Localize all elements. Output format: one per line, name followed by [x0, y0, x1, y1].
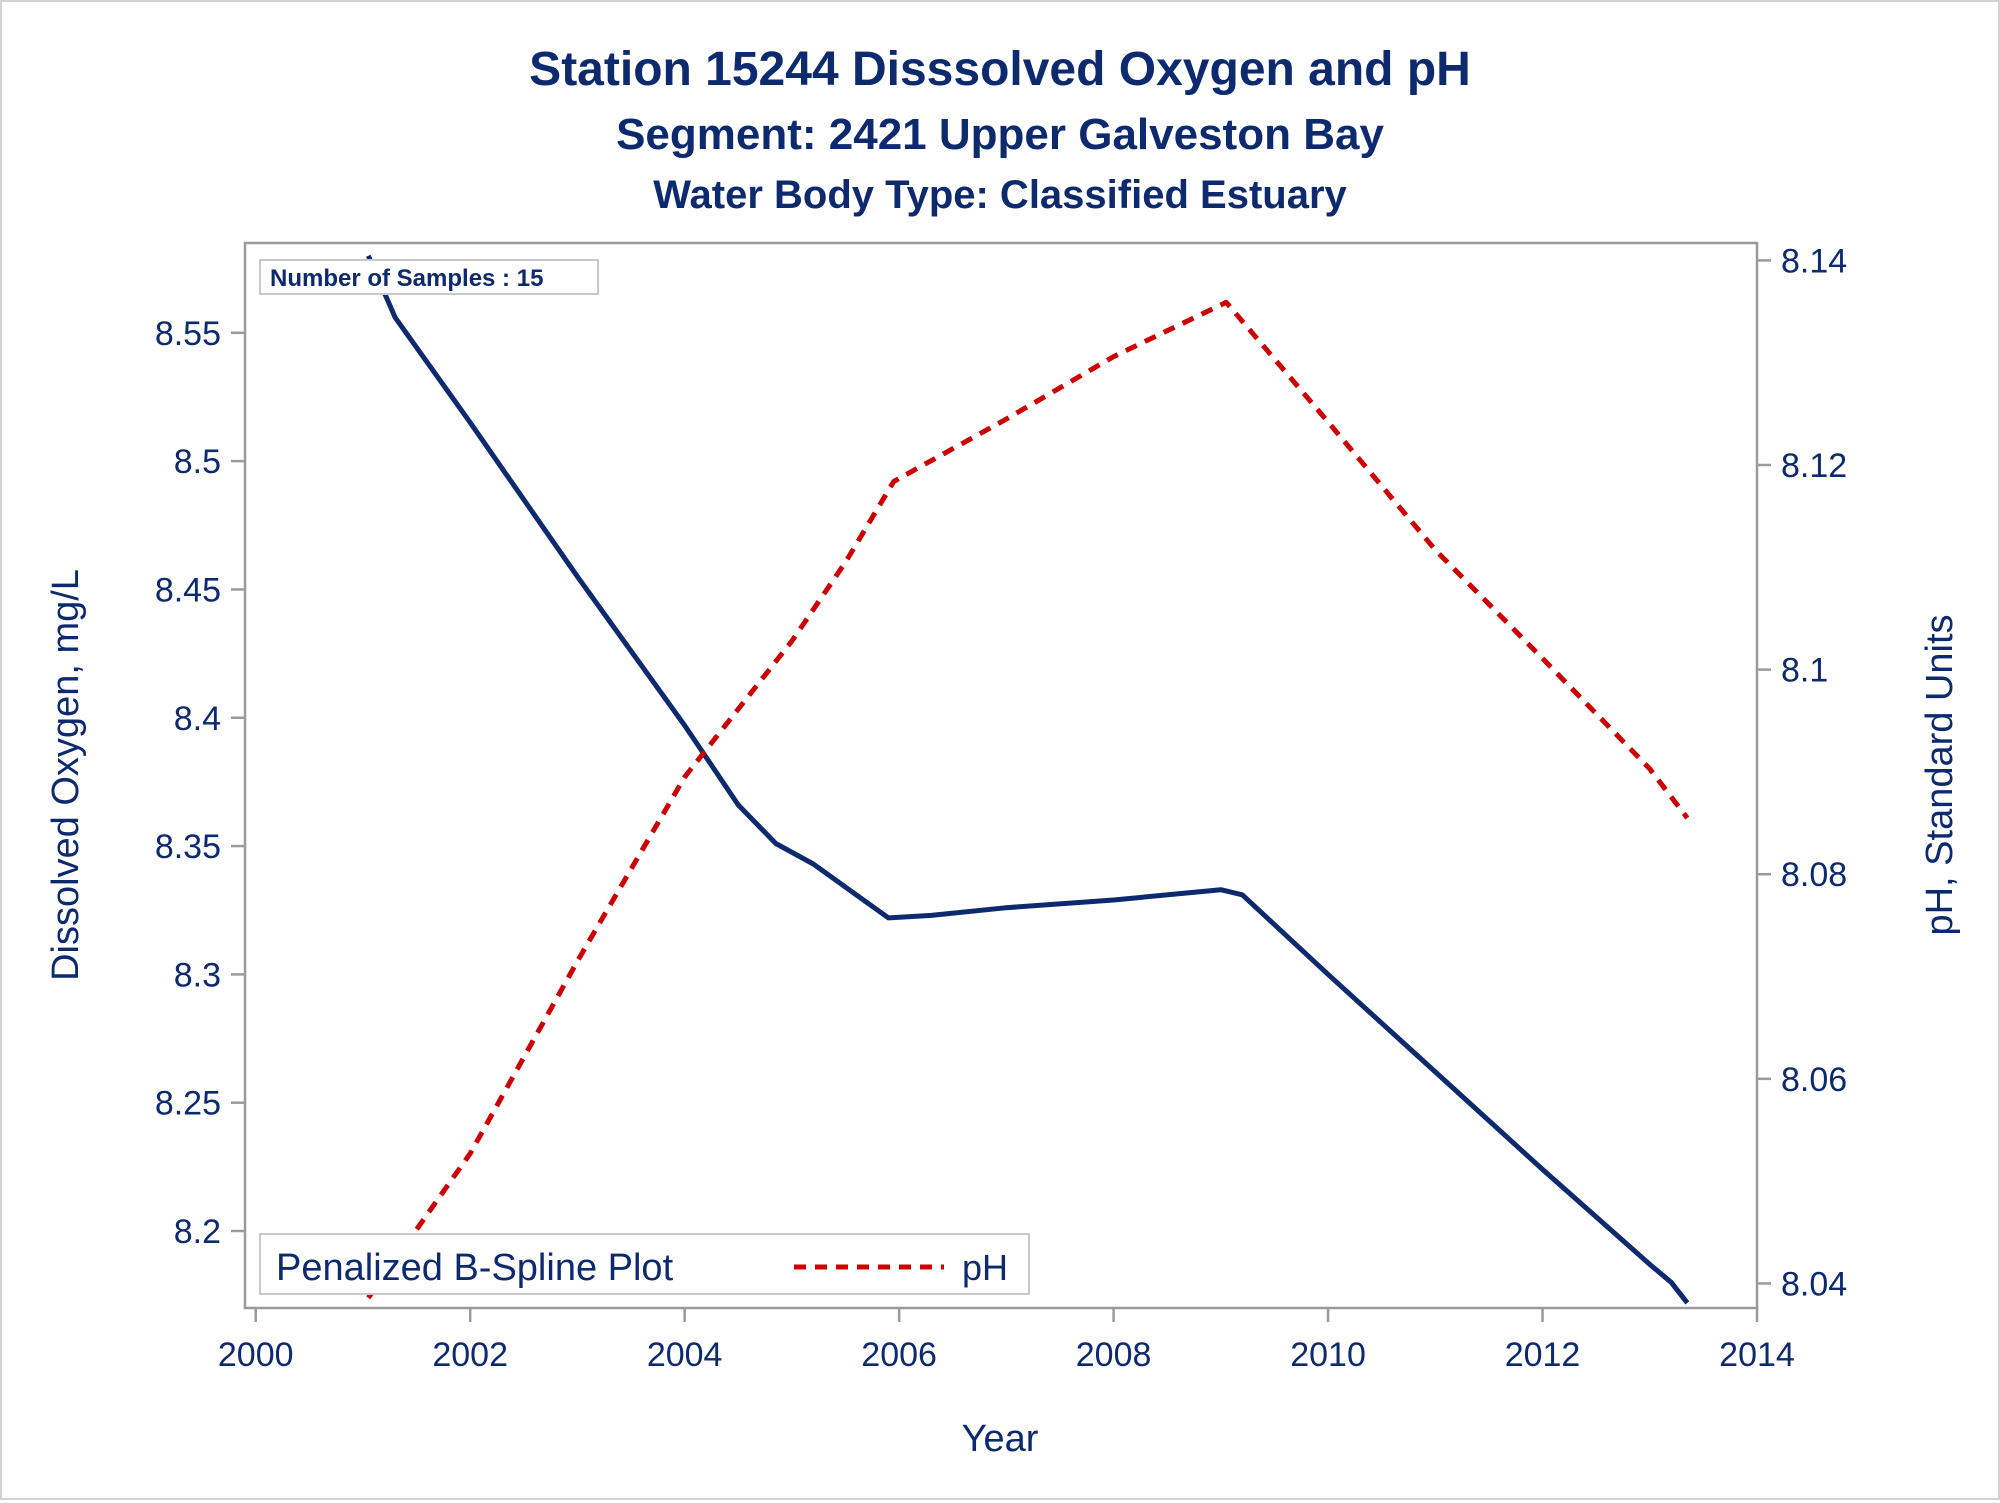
x-axis-label: Year	[962, 1418, 1039, 1460]
y-axis-right-label: pH, Standard Units	[1919, 614, 1961, 935]
y-left-tick-label: 8.2	[174, 1213, 221, 1251]
y-left-tick-label: 8.4	[174, 700, 221, 738]
legend-ph-label: pH	[962, 1247, 1008, 1288]
y-right-tick-label: 8.08	[1781, 856, 1847, 894]
y-left-tick-label: 8.3	[174, 956, 221, 994]
y-right-tick-label: 8.12	[1781, 447, 1847, 485]
legend-box	[259, 1233, 1030, 1295]
x-axis: 2000 2002 2004 2006 2008 2010 2012 2014	[218, 1308, 1795, 1374]
x-tick-label: 2012	[1505, 1336, 1581, 1374]
x-tick-label: 2002	[432, 1336, 508, 1374]
x-tick-label: 2004	[647, 1336, 723, 1374]
x-tick-label: 2010	[1290, 1336, 1366, 1374]
x-tick-label: 2008	[1076, 1336, 1152, 1374]
chart-title: Station 15244 Disssolved Oxygen and pH	[529, 43, 1471, 96]
x-tick-label: 2014	[1719, 1336, 1795, 1374]
series-layer	[366, 254, 1690, 1305]
chart-subtitle-water-body: Water Body Type: Classified Estuary	[653, 173, 1347, 217]
y-left-tick-label: 8.25	[155, 1085, 221, 1123]
y-axis-right: 8.04 8.06 8.08 8.1 8.12 8.14	[1757, 242, 1847, 1303]
y-right-tick-label: 8.06	[1781, 1061, 1847, 1099]
legend-title: Penalized B-Spline Plot	[276, 1247, 674, 1289]
x-tick-label: 2000	[218, 1336, 294, 1374]
plot-area	[243, 241, 1759, 1310]
y-right-tick-label: 8.1	[1781, 652, 1828, 690]
chart-subtitle-segment: Segment: 2421 Upper Galveston Bay	[616, 110, 1384, 159]
y-right-tick-label: 8.14	[1781, 242, 1847, 280]
x-tick-label: 2006	[861, 1336, 937, 1374]
y-left-tick-label: 8.55	[155, 315, 221, 353]
series-ph-line	[366, 299, 1690, 1300]
y-axis-left-label: Dissolved Oxygen, mg/L	[45, 569, 87, 981]
y-axis-left: 8.2 8.25 8.3 8.35 8.4 8.45 8.5 8.55	[155, 315, 245, 1251]
y-left-tick-label: 8.45	[155, 571, 221, 609]
y-left-tick-label: 8.5	[174, 443, 221, 481]
series-dissolved-oxygen-line	[366, 254, 1690, 1305]
sample-count-note: Number of Samples : 15	[270, 265, 543, 292]
y-left-tick-label: 8.35	[155, 828, 221, 866]
sample-count-box	[259, 259, 599, 295]
y-right-tick-label: 8.04	[1781, 1265, 1847, 1303]
